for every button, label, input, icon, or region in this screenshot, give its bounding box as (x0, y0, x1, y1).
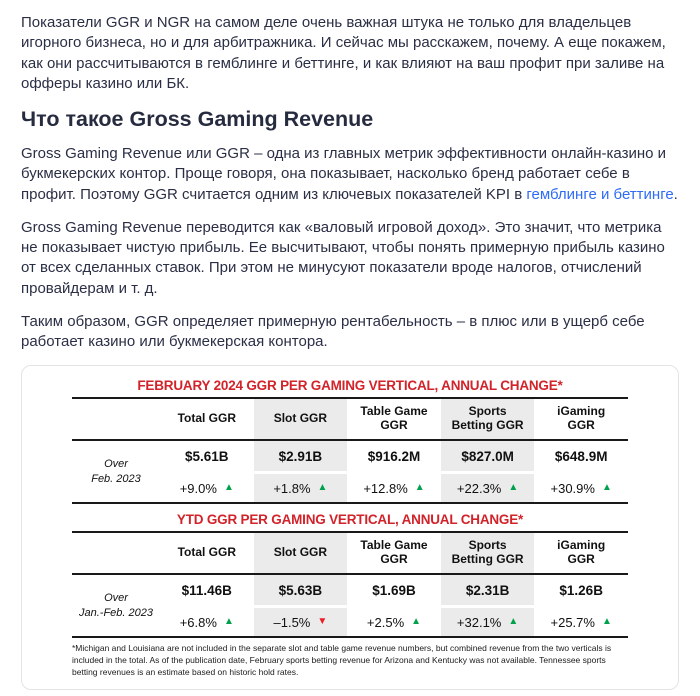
column-header-table-game-ggr: Table Game GGR (360, 404, 428, 433)
change-cell: +25.7% ▲ (534, 608, 628, 636)
column-header-igaming-ggr: iGaming GGR (557, 404, 606, 433)
row-label-line: Over (104, 458, 128, 471)
change-value: +32.1% (456, 614, 502, 630)
paragraph-text: Gross Gaming Revenue или GGR – одна из г… (21, 145, 667, 203)
february-ggr-table: FEBRUARY 2024 GGR PER GAMING VERTICAL, A… (72, 378, 628, 505)
table-header-row: Total GGR Slot GGR Table Game GGR Sports… (72, 531, 628, 576)
change-value: +25.7% (550, 614, 595, 630)
trend-up-icon: ▲ (508, 482, 519, 494)
table-body: Over Feb. 2023 $5.61B $2.91B $916.2M $82… (72, 441, 628, 505)
row-label-line: Feb. 2023 (91, 472, 141, 485)
paragraph-ggr-translation: Gross Gaming Revenue переводится как «ва… (21, 218, 665, 297)
row-label-over-feb-2023: Over Feb. 2023 (72, 441, 160, 502)
table-title: FEBRUARY 2024 GGR PER GAMING VERTICAL, A… (137, 378, 563, 394)
column-header-total-ggr: Total GGR (177, 545, 237, 560)
change-value: +30.9% (550, 480, 595, 496)
change-value: +2.5% (366, 614, 405, 630)
table-corner-cell (72, 533, 160, 573)
value-cell: $1.69B (372, 582, 416, 598)
change-cell: –1.5% ▼ (253, 608, 348, 637)
ggr-statistics-card: FEBRUARY 2024 GGR PER GAMING VERTICAL, A… (21, 365, 679, 690)
change-cell: +6.8% ▲ (160, 608, 254, 636)
trend-down-icon: ▼ (317, 616, 328, 628)
change-value: +9.0% (179, 480, 217, 496)
change-cell: +9.0% ▲ (160, 474, 254, 502)
trend-up-icon: ▲ (317, 482, 328, 494)
ytd-ggr-table: YTD GGR PER GAMING VERTICAL, ANNUAL CHAN… (72, 512, 628, 639)
change-cell: +30.9% ▲ (534, 474, 628, 502)
change-cell: +2.5% ▲ (347, 608, 441, 636)
trend-up-icon: ▲ (223, 616, 234, 628)
change-cell: +1.8% ▲ (253, 474, 348, 503)
value-cell: $5.61B (185, 448, 229, 464)
paragraph-ggr-summary: Таким образом, GGR определяет примерную … (21, 312, 645, 350)
trend-up-icon: ▲ (223, 482, 234, 494)
change-value: +22.3% (456, 480, 502, 496)
row-label-line: Over (104, 592, 128, 605)
change-value: +12.8% (363, 480, 408, 496)
column-header-sports-betting-ggr: Sports Betting GGR (440, 533, 535, 574)
change-cell: +32.1% ▲ (440, 608, 535, 637)
change-value: –1.5% (273, 614, 311, 630)
change-cell: +22.3% ▲ (440, 474, 535, 503)
row-label-over-jan-feb-2023: Over Jan.-Feb. 2023 (72, 575, 160, 636)
table-header-row: Total GGR Slot GGR Table Game GGR Sports… (72, 397, 628, 442)
trend-up-icon: ▲ (508, 616, 519, 628)
column-header-total-ggr: Total GGR (177, 411, 237, 426)
change-value: +6.8% (179, 614, 217, 630)
table-title: YTD GGR PER GAMING VERTICAL, ANNUAL CHAN… (176, 512, 524, 528)
intro-paragraph: Показатели GGR и NGR на самом деле очень… (21, 14, 666, 92)
row-label-line: Jan.-Feb. 2023 (79, 606, 153, 619)
section-heading: Что такое Gross Gaming Revenue (21, 107, 374, 131)
value-cell: $2.91B (253, 441, 348, 472)
table-body: Over Jan.-Feb. 2023 $11.46B $5.63B $1.69… (72, 575, 628, 639)
trend-up-icon: ▲ (601, 482, 612, 494)
change-value: +1.8% (273, 480, 311, 496)
paragraph-text: . (673, 185, 678, 203)
column-header-table-game-ggr: Table Game GGR (360, 538, 428, 567)
column-header-sports-betting-ggr: Sports Betting GGR (440, 399, 535, 440)
value-cell: $827.0M (440, 441, 535, 472)
column-header-slot-ggr: Slot GGR (253, 399, 348, 440)
change-cell: +12.8% ▲ (347, 474, 441, 502)
gambling-betting-link[interactable]: гемблинге и беттинге (526, 185, 674, 203)
value-cell: $11.46B (181, 582, 232, 598)
trend-up-icon: ▲ (414, 482, 425, 494)
value-cell: $5.63B (253, 575, 348, 606)
value-cell: $2.31B (440, 575, 535, 606)
column-header-igaming-ggr: iGaming GGR (557, 538, 606, 567)
value-cell: $648.9M (554, 448, 608, 464)
value-cell: $916.2M (367, 448, 421, 464)
table-corner-cell (72, 399, 160, 439)
table-footnote: *Michigan and Louisiana are not included… (72, 643, 612, 678)
column-header-slot-ggr: Slot GGR (253, 533, 348, 574)
trend-up-icon: ▲ (601, 616, 612, 628)
value-cell: $1.26B (559, 582, 603, 598)
trend-up-icon: ▲ (411, 616, 422, 628)
paragraph-ggr-definition: Gross Gaming Revenue или GGR – одна из г… (21, 144, 679, 205)
